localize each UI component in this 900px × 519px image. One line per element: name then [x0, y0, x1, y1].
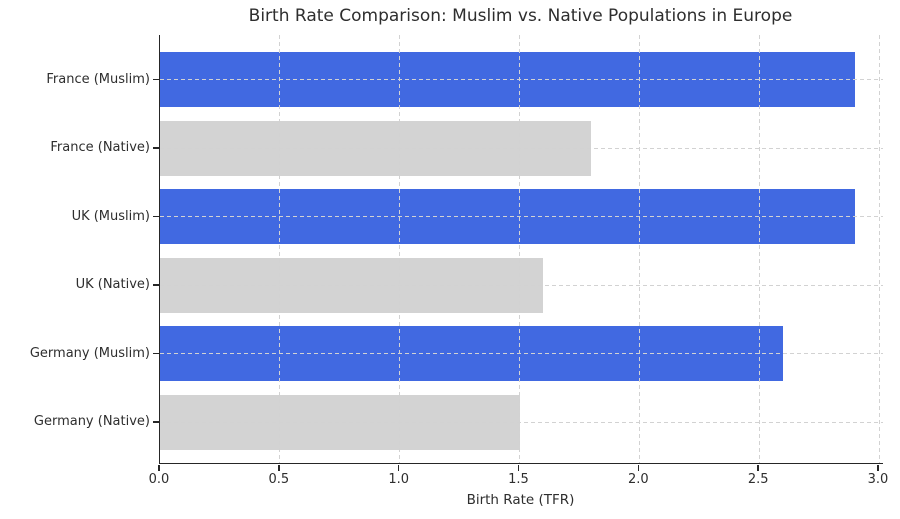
- y-tick-mark: [153, 215, 159, 218]
- y-tick-label: France (Muslim): [46, 71, 150, 87]
- x-tick-label: 1.0: [388, 472, 409, 487]
- bar-france-muslim: [160, 52, 856, 107]
- x-tick-mark: [637, 464, 640, 471]
- x-tick-label: 2.5: [747, 472, 769, 487]
- y-tick-mark: [153, 78, 159, 81]
- x-tick-label: 3.0: [867, 472, 889, 487]
- bar-germany-native: [160, 394, 520, 450]
- bar-uk-muslim: [160, 189, 856, 244]
- y-tick-mark: [153, 421, 159, 423]
- y-tick-label: UK (Native): [75, 277, 150, 292]
- x-tick-mark: [757, 464, 759, 471]
- y-tick-mark: [153, 147, 159, 149]
- y-tick-mark: [153, 284, 159, 286]
- x-tick-mark: [877, 464, 879, 471]
- x-tick-label: 0.5: [268, 472, 290, 487]
- bar-germany-muslim: [160, 326, 784, 381]
- bar-france-native: [160, 120, 592, 176]
- chart-title: Birth Rate Comparison: Muslim vs. Native…: [248, 6, 793, 26]
- bars-layer: [160, 35, 883, 463]
- y-tick-label: Germany (Native): [33, 414, 150, 429]
- y-tick-label: France (Native): [50, 140, 150, 155]
- x-tick-label: 0.0: [148, 472, 170, 487]
- bar-uk-native: [160, 257, 544, 313]
- x-tick-mark: [278, 464, 280, 471]
- x-tick-label: 2.0: [627, 472, 649, 487]
- plot-area: [159, 35, 883, 464]
- x-tick-mark: [397, 464, 400, 471]
- x-tick-label: 1.5: [508, 472, 529, 487]
- x-axis-label: Birth Rate (TFR): [466, 492, 575, 508]
- y-tick-mark: [153, 352, 159, 355]
- x-tick-mark: [517, 464, 520, 471]
- y-tick-label: Germany (Muslim): [29, 345, 150, 361]
- y-tick-label: UK (Muslim): [71, 208, 150, 224]
- x-tick-mark: [158, 464, 160, 471]
